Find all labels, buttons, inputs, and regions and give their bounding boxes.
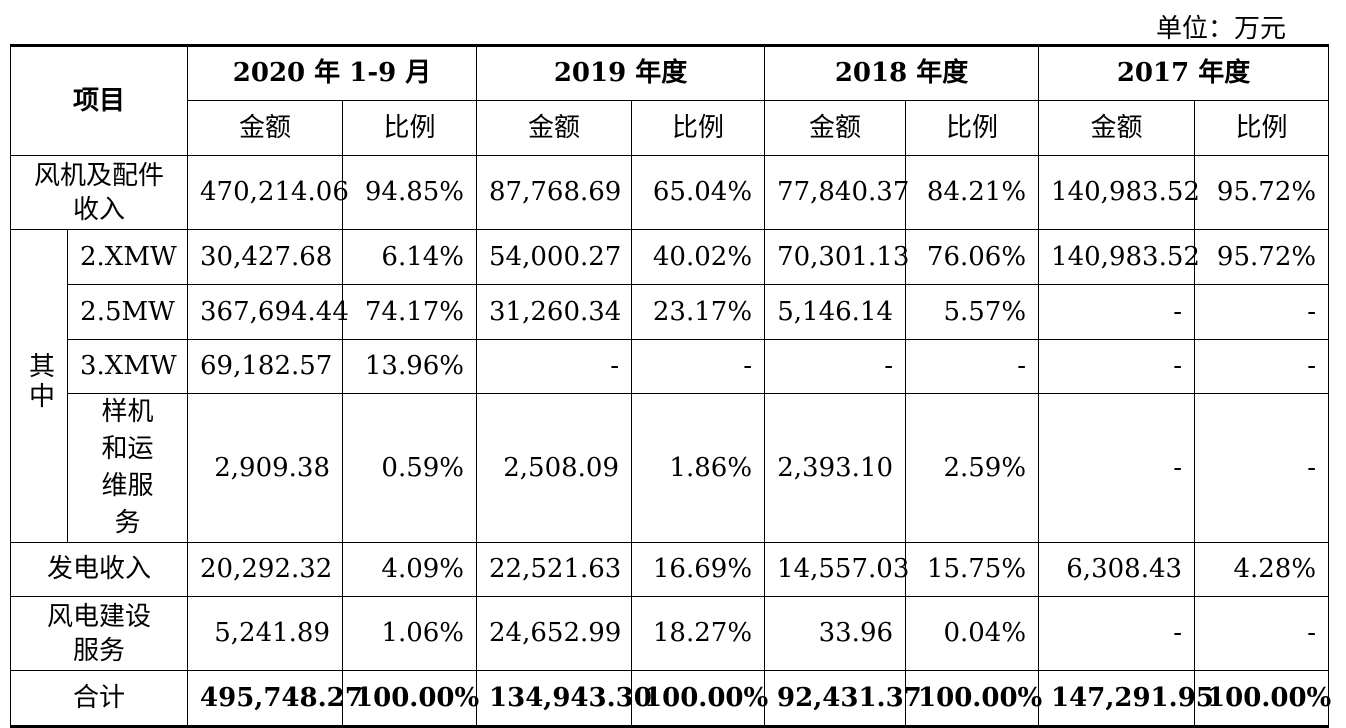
ratio-cell: 1.06% — [342, 596, 478, 671]
amount-cell: 33.96 — [764, 596, 907, 671]
ratio-header: 比例 — [905, 100, 1040, 156]
ratio-cell: 5.57% — [905, 284, 1040, 340]
amount-cell: 140,983.52 — [1038, 155, 1200, 230]
ratio-cell: 0.59% — [342, 393, 478, 543]
row-label: 3.XMW — [66, 339, 189, 394]
amount-cell: - — [1038, 339, 1196, 394]
amount-cell: 5,146.14 — [764, 284, 907, 340]
ratio-cell: - — [631, 339, 766, 394]
ratio-cell: - — [905, 339, 1040, 394]
row-label: 发电收入 — [9, 542, 189, 597]
amount-cell: 14,557.03 — [764, 542, 909, 597]
period-header: 2017 年度 — [1038, 44, 1330, 101]
ratio-cell: 100.00% — [1194, 670, 1331, 728]
amount-cell: 30,427.68 — [187, 229, 344, 285]
period-header: 2020 年 1-9 月 — [187, 44, 478, 101]
amount-cell: 54,000.27 — [476, 229, 633, 285]
revenue-table: 项目 2020 年 1-9 月 2019 年度 2018 年度 2017 年度 … — [9, 44, 1331, 728]
ratio-cell: 4.09% — [342, 542, 478, 597]
row-label: 风电建设服务 — [9, 596, 189, 671]
amount-cell: 24,652.99 — [476, 596, 633, 671]
period-header: 2019 年度 — [476, 44, 766, 101]
amount-cell: 6,308.43 — [1038, 542, 1196, 597]
amount-cell: 134,943.30 — [476, 670, 652, 728]
amount-cell: - — [1038, 596, 1196, 671]
ratio-cell: 23.17% — [631, 284, 766, 340]
row-label: 2.5MW — [66, 284, 189, 340]
amount-cell: 92,431.37 — [764, 670, 922, 728]
ratio-cell: 95.72% — [1194, 229, 1330, 285]
ratio-cell: 18.27% — [631, 596, 766, 671]
amount-cell: 31,260.34 — [476, 284, 633, 340]
table-row: 样机和运维服务 2,909.38 0.59% 2,508.09 1.86% 2,… — [11, 393, 1330, 543]
ratio-cell: - — [1194, 393, 1330, 543]
amount-cell: 22,521.63 — [476, 542, 633, 597]
ratio-cell: 13.96% — [342, 339, 478, 394]
amount-header: 金额 — [187, 100, 344, 156]
row-label: 合计 — [9, 670, 189, 728]
amount-cell: 470,214.06 — [187, 155, 349, 230]
row-label: 风机及配件收入 — [9, 155, 189, 230]
amount-cell: - — [764, 339, 907, 394]
table-row: 风电建设服务 5,241.89 1.06% 24,652.99 18.27% 3… — [9, 596, 1330, 671]
amount-header: 金额 — [1038, 100, 1196, 156]
ratio-cell: 100.00% — [905, 670, 1042, 728]
ratio-cell: 74.17% — [342, 284, 478, 340]
amount-cell: 20,292.32 — [187, 542, 344, 597]
ratio-cell: 6.14% — [342, 229, 478, 285]
amount-cell: 147,291.95 — [1038, 670, 1214, 728]
amount-cell: - — [1038, 393, 1196, 543]
amount-cell: 495,748.27 — [187, 670, 363, 728]
amount-cell: 87,768.69 — [476, 155, 633, 230]
total-row: 合计 495,748.27 100.00% 134,943.30 100.00%… — [9, 670, 1331, 728]
row-label: 样机和运维服务 — [66, 393, 189, 543]
amount-cell: 2,909.38 — [187, 393, 344, 543]
ratio-cell: 1.86% — [631, 393, 766, 543]
period-header: 2018 年度 — [764, 44, 1040, 101]
ratio-cell: 2.59% — [905, 393, 1040, 543]
ratio-cell: - — [1194, 339, 1330, 394]
ratio-cell: 100.00% — [631, 670, 768, 728]
ratio-header: 比例 — [342, 100, 478, 156]
ratio-cell: 65.04% — [631, 155, 766, 230]
amount-cell: 2,508.09 — [476, 393, 633, 543]
amount-cell: 70,301.13 — [764, 229, 909, 285]
ratio-cell: 0.04% — [905, 596, 1040, 671]
amount-cell: - — [476, 339, 633, 394]
item-header: 项目 — [9, 44, 189, 156]
amount-header: 金额 — [764, 100, 907, 156]
table-row: 发电收入 20,292.32 4.09% 22,521.63 16.69% 14… — [9, 542, 1330, 597]
ratio-cell: 4.28% — [1194, 542, 1330, 597]
ratio-cell: - — [1194, 284, 1330, 340]
ratio-header: 比例 — [631, 100, 766, 156]
amount-cell: 367,694.44 — [187, 284, 349, 340]
table-row: 3.XMW 69,182.57 13.96% - - - - - - — [11, 339, 1330, 394]
group-label-text: 其中 — [24, 351, 55, 412]
ratio-cell: 76.06% — [905, 229, 1040, 285]
ratio-cell: 16.69% — [631, 542, 766, 597]
ratio-cell: 100.00% — [342, 670, 479, 728]
amount-header: 金额 — [476, 100, 633, 156]
table-row: 2.5MW 367,694.44 74.17% 31,260.34 23.17%… — [11, 284, 1330, 340]
amount-cell: 77,840.37 — [764, 155, 909, 230]
ratio-cell: 40.02% — [631, 229, 766, 285]
amount-cell: 5,241.89 — [187, 596, 344, 671]
unit-label: 单位：万元 — [1155, 14, 1286, 44]
row-label: 2.XMW — [66, 229, 189, 285]
ratio-cell: 95.72% — [1194, 155, 1330, 230]
group-label: 其中 — [10, 229, 68, 543]
amount-cell: 140,983.52 — [1038, 229, 1200, 285]
ratio-cell: - — [1194, 596, 1330, 671]
amount-cell: - — [1038, 284, 1196, 340]
ratio-cell: 15.75% — [905, 542, 1040, 597]
ratio-cell: 94.85% — [342, 155, 478, 230]
amount-cell: 2,393.10 — [764, 393, 907, 543]
amount-cell: 69,182.57 — [187, 339, 344, 394]
table-row: 风机及配件收入 470,214.06 94.85% 87,768.69 65.0… — [9, 155, 1330, 230]
ratio-cell: 84.21% — [905, 155, 1040, 230]
table-row: 其中 2.XMW 30,427.68 6.14% 54,000.27 40.02… — [10, 229, 1330, 543]
ratio-header: 比例 — [1194, 100, 1330, 156]
